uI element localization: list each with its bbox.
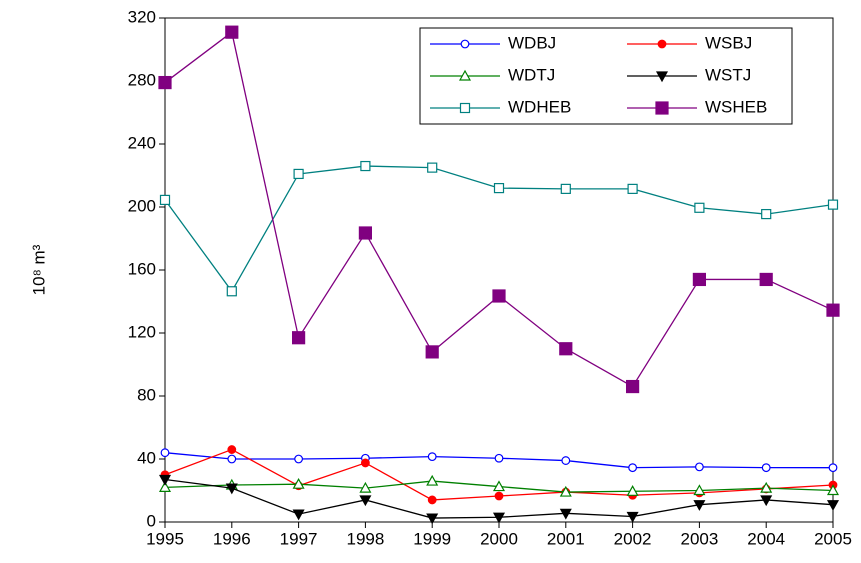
marker — [158, 481, 172, 492]
marker — [560, 183, 571, 194]
y-tick-label: 320 — [128, 7, 156, 26]
marker — [492, 480, 506, 492]
marker — [628, 463, 637, 473]
x-tick-label: 2002 — [614, 529, 652, 548]
y-tick-label: 240 — [128, 133, 156, 152]
marker — [292, 331, 306, 345]
legend-label: WSHEB — [705, 97, 767, 116]
y-axis-label: 10⁸ m³ — [29, 244, 48, 295]
marker — [459, 102, 471, 114]
marker — [493, 183, 505, 194]
marker — [227, 445, 237, 454]
legend-label: WDBJ — [508, 33, 556, 52]
y-tick-label: 120 — [128, 322, 156, 341]
marker — [492, 512, 506, 524]
marker — [627, 183, 638, 194]
marker — [492, 289, 506, 303]
marker — [292, 509, 305, 521]
x-tick-label: 2000 — [480, 529, 518, 548]
x-tick-label: 2005 — [814, 529, 852, 548]
x-tick-label: 1998 — [346, 529, 384, 548]
marker — [559, 485, 572, 497]
x-tick-label: 1999 — [413, 529, 451, 548]
x-tick-label: 2003 — [680, 529, 718, 548]
marker — [760, 481, 773, 493]
marker — [561, 456, 571, 465]
y-tick-label: 40 — [137, 448, 156, 467]
marker — [826, 484, 840, 496]
marker — [359, 495, 372, 507]
marker — [426, 474, 439, 486]
marker — [826, 500, 840, 511]
marker — [655, 101, 669, 115]
x-tick-label: 1995 — [146, 529, 184, 548]
marker — [761, 208, 772, 220]
marker — [225, 483, 238, 495]
marker — [361, 458, 370, 468]
legend-label: WSBJ — [705, 33, 752, 52]
x-tick-label: 1996 — [213, 529, 251, 548]
marker — [559, 342, 573, 356]
marker — [226, 286, 237, 297]
marker — [559, 508, 572, 520]
marker — [759, 272, 773, 287]
marker — [293, 168, 304, 180]
marker — [360, 160, 371, 172]
marker — [695, 462, 704, 472]
marker — [426, 513, 439, 525]
marker — [693, 484, 706, 496]
legend-label: WSTJ — [705, 65, 751, 84]
marker — [294, 454, 304, 464]
marker — [694, 202, 705, 213]
marker — [657, 39, 667, 49]
y-tick-label: 80 — [137, 385, 156, 404]
marker — [826, 303, 840, 317]
marker — [494, 453, 504, 463]
y-tick-label: 160 — [128, 259, 156, 278]
legend-label: WDTJ — [508, 65, 555, 84]
marker — [427, 162, 438, 173]
marker — [359, 481, 372, 493]
x-tick-label: 2001 — [547, 529, 585, 548]
marker — [227, 454, 237, 464]
marker — [158, 474, 172, 486]
marker — [225, 25, 239, 39]
marker — [761, 463, 771, 473]
marker — [828, 463, 838, 473]
marker — [159, 194, 171, 206]
x-tick-label: 2004 — [747, 529, 785, 548]
marker — [160, 448, 170, 458]
marker — [693, 500, 706, 511]
marker — [427, 495, 437, 505]
marker — [494, 491, 504, 501]
marker — [158, 75, 172, 90]
marker — [626, 485, 639, 496]
marker — [292, 477, 305, 489]
marker — [827, 199, 839, 210]
marker — [458, 69, 472, 81]
marker — [655, 71, 669, 83]
marker — [760, 495, 773, 507]
y-tick-label: 280 — [128, 70, 156, 89]
marker — [625, 379, 640, 394]
y-tick-label: 200 — [128, 196, 156, 215]
marker — [427, 452, 437, 462]
marker — [626, 511, 639, 523]
marker — [425, 345, 439, 359]
legend-label: WDHEB — [508, 97, 571, 116]
y-tick-label: 0 — [147, 511, 156, 530]
marker — [460, 39, 470, 49]
x-tick-label: 1997 — [280, 529, 318, 548]
marker — [692, 272, 707, 287]
marker — [358, 226, 372, 240]
